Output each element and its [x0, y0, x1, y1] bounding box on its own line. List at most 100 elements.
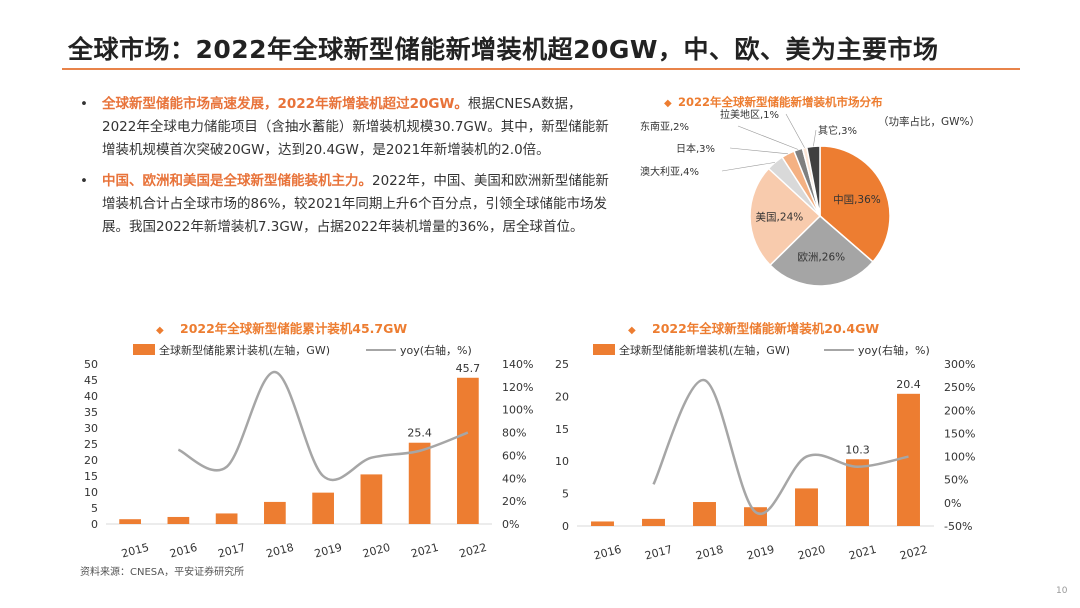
- pie-slice-美国: [749, 167, 822, 267]
- pie-slice-欧洲: [769, 214, 874, 287]
- legend-bar-swatch: [133, 344, 155, 355]
- y-right-tick-label: 0%: [502, 518, 519, 531]
- bar-value-label: 25.4: [407, 427, 432, 440]
- market-share-pie-chart: ◆ 2022年全球新型储能新增装机市场分布 （功率占比，GW%） 中国,36% 欧…: [640, 95, 980, 287]
- bar-2015: [119, 519, 141, 524]
- bullet-marker: •: [80, 173, 88, 189]
- bar-value-label: 45.7: [456, 362, 481, 375]
- x-tick-label: 2021: [847, 543, 877, 562]
- legend-bar-swatch: [593, 344, 615, 355]
- pie-label: 其它,3%: [818, 124, 857, 137]
- pie-leader-line: [729, 147, 788, 155]
- pie-label: 澳大利亚,4%: [640, 165, 699, 178]
- cumulative-capacity-chart: ◆ 2022年全球新型储能累计装机45.7GW 全球新型储能累计装机(左轴，GW…: [84, 321, 533, 561]
- y-left-tick-label: 10: [84, 486, 98, 499]
- x-tick-label: 2018: [694, 543, 724, 562]
- y-left-tick-label: 45: [84, 374, 98, 387]
- pie-label: 日本,3%: [676, 142, 715, 155]
- source-note: 资料来源：CNESA，平安证券研究所: [80, 567, 245, 578]
- bar-2020: [795, 488, 818, 526]
- cumulative-chart-title: 2022年全球新型储能累计装机45.7GW: [180, 321, 407, 336]
- x-tick-label: 2020: [796, 543, 826, 562]
- y-left-tick-label: 15: [555, 423, 569, 436]
- chart-title-marker: ◆: [664, 98, 672, 109]
- legend-line-label: yoy(右轴，%): [400, 343, 472, 357]
- x-tick-label: 2022: [898, 543, 928, 562]
- y-left-tick-label: 20: [84, 454, 98, 467]
- x-tick-label: 2015: [120, 541, 150, 561]
- y-left-tick-label: 35: [84, 406, 98, 419]
- pie-leader-line: [785, 113, 805, 148]
- bar-2018: [264, 501, 286, 524]
- y-right-tick-label: 150%: [944, 427, 975, 440]
- y-right-tick-label: 40%: [502, 472, 526, 485]
- x-tick-label: 2018: [265, 541, 295, 561]
- y-left-tick-label: 30: [84, 422, 98, 435]
- bar-2017: [215, 513, 238, 524]
- y-left-tick-label: 0: [562, 520, 569, 533]
- bullet-marker: •: [80, 96, 88, 112]
- y-left-tick-label: 50: [84, 358, 98, 371]
- x-tick-label: 2017: [643, 543, 673, 562]
- bullet-list: • 全球新型储能市场高速发展，2022年新增装机超过20GW。根据CNESA数据…: [80, 93, 610, 247]
- pie-label: 拉美地区,1%: [720, 108, 779, 121]
- bullet-text: 根据CNESA数据，2022年全球电力储能项目（含抽水蓄能）新增装机规模30.7…: [102, 96, 609, 158]
- y-left-tick-label: 40: [84, 390, 98, 403]
- pie-label: 东南亚,2%: [640, 120, 689, 133]
- chart-title-marker: ◆: [628, 325, 636, 336]
- bar-2017: [642, 518, 665, 526]
- y-left-tick-label: 25: [555, 358, 569, 371]
- title-divider: [62, 68, 1020, 70]
- y-right-tick-label: 200%: [944, 404, 975, 417]
- pie-slice-中国: [819, 145, 891, 263]
- y-left-tick-label: 0: [91, 518, 98, 531]
- pie-label: 中国,36%: [833, 193, 881, 206]
- bar-2018: [693, 502, 716, 526]
- pie-leader-line: [813, 129, 817, 147]
- y-right-tick-label: 250%: [944, 381, 975, 394]
- bar-2021: [846, 459, 869, 526]
- y-right-tick-label: 50%: [944, 474, 968, 487]
- y-right-tick-label: 100%: [502, 404, 533, 417]
- page-number: 10: [1056, 586, 1068, 596]
- y-left-tick-label: 5: [91, 502, 98, 515]
- pie-subtitle: （功率占比，GW%）: [878, 115, 980, 128]
- x-tick-label: 2016: [168, 541, 198, 561]
- x-tick-label: 2020: [361, 541, 391, 561]
- legend-bar-label: 全球新型储能累计装机(左轴，GW): [159, 343, 330, 357]
- bar-2016: [591, 521, 614, 526]
- bar-2022: [457, 377, 479, 524]
- y-right-tick-label: 60%: [502, 449, 526, 462]
- new-chart-title: 2022年全球新型储能新增装机20.4GW: [652, 321, 879, 336]
- legend-line-label: yoy(右轴，%): [858, 343, 930, 357]
- y-right-tick-label: 20%: [502, 495, 526, 508]
- pie-label: 美国,24%: [756, 211, 804, 224]
- bar-value-label: 10.3: [845, 443, 870, 456]
- pie-leader-line: [737, 125, 799, 150]
- bar-2019: [744, 507, 767, 526]
- chart-title-marker: ◆: [156, 325, 164, 336]
- bullet-highlight: 中国、欧洲和美国是全球新型储能装机主力。: [102, 173, 372, 189]
- x-tick-label: 2016: [592, 543, 622, 562]
- x-tick-label: 2022: [458, 541, 488, 561]
- bullet-text: 2022年，中国、美国和欧洲新型储能新增装机合计占全球市场的86%，较2021年…: [102, 173, 609, 235]
- new-capacity-chart: ◆ 2022年全球新型储能新增装机20.4GW 全球新型储能新增装机(左轴，GW…: [555, 321, 975, 562]
- y-right-tick-label: 100%: [944, 451, 975, 464]
- y-right-tick-label: 140%: [502, 358, 533, 371]
- pie-slice-其它: [805, 145, 821, 217]
- bar-2022: [897, 393, 920, 526]
- y-left-tick-label: 15: [84, 470, 98, 483]
- pie-leader-line: [721, 162, 776, 172]
- bar-2019: [312, 492, 334, 524]
- legend-bar-label: 全球新型储能新增装机(左轴，GW): [619, 343, 790, 357]
- y-right-tick-label: 0%: [944, 497, 961, 510]
- bullet-item: • 全球新型储能市场高速发展，2022年新增装机超过20GW。根据CNESA数据…: [80, 93, 610, 162]
- y-left-tick-label: 10: [555, 455, 569, 468]
- yoy-line: [652, 378, 909, 516]
- x-tick-label: 2017: [217, 541, 247, 561]
- y-left-tick-label: 20: [555, 390, 569, 403]
- pie-title: 2022年全球新型储能新增装机市场分布: [678, 95, 883, 109]
- y-right-tick-label: 80%: [502, 427, 526, 440]
- bar-2020: [360, 474, 383, 524]
- y-left-tick-label: 5: [562, 488, 569, 501]
